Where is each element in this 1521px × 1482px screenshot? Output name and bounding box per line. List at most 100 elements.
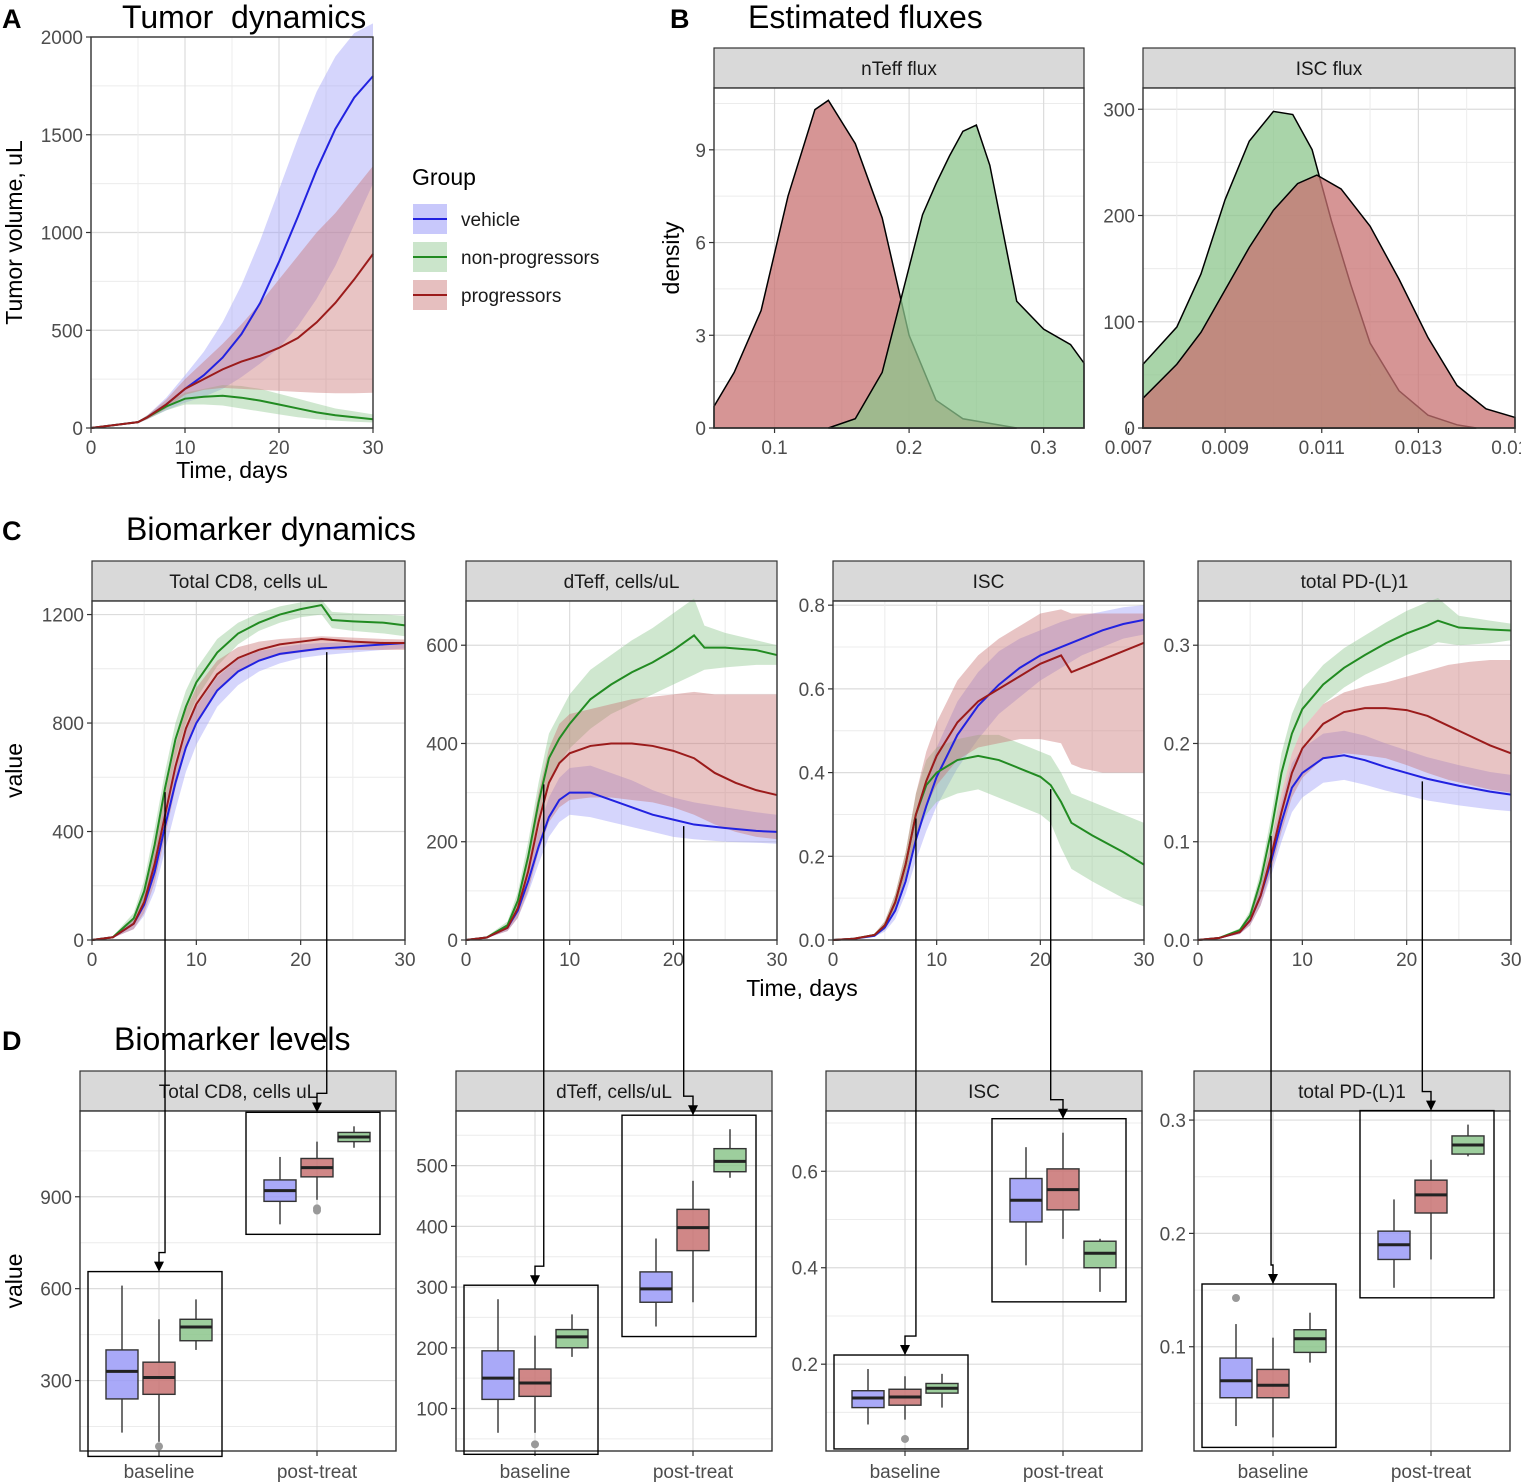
outlier-point	[313, 1204, 321, 1213]
panel-border	[91, 600, 406, 941]
panel-border	[90, 36, 374, 429]
group-outline-baseline	[87, 1270, 223, 1458]
group-outline-baseline	[1201, 1283, 1337, 1449]
y-tick-label: 900	[40, 1188, 72, 1209]
box-progressors	[1046, 1132, 1080, 1239]
group-outline-post-treat	[621, 1114, 757, 1338]
y-tick-label: 300	[40, 1372, 72, 1393]
y-tick-label: 0.1	[1164, 833, 1190, 854]
box-vehicle	[481, 1299, 515, 1433]
x-tick-label: 0	[86, 438, 97, 459]
box-vehicle	[639, 1238, 673, 1327]
x-tick-label: 20	[290, 950, 311, 971]
panel-b-label: B	[670, 4, 690, 34]
ribbon-non_progressors	[91, 384, 373, 428]
y-tick-label: 100	[1103, 313, 1135, 334]
box-vehicle	[1219, 1294, 1253, 1427]
panel-c-x-axis-title: Time, days	[746, 975, 858, 1001]
line-progressors	[1197, 707, 1512, 941]
y-axis-title: Tumor volume, uL	[1, 140, 27, 325]
x-tick-label: 0	[461, 950, 472, 971]
panel-d-label: D	[2, 1026, 22, 1056]
plot-background	[80, 1111, 396, 1451]
group-outline-post-treat	[245, 1111, 381, 1236]
panel-border	[455, 1110, 773, 1452]
ribbon-vehicle	[1198, 730, 1511, 940]
strip-label: Total CD8, cells uL	[159, 1082, 317, 1103]
box-non_progressors	[337, 1126, 371, 1148]
y-tick-label: 0	[1124, 419, 1135, 440]
legend-title: Group	[412, 164, 476, 190]
outlier-point	[901, 1434, 909, 1443]
x-tick-label: 30	[1133, 950, 1154, 971]
box-non_progressors	[1083, 1238, 1117, 1292]
density-progressors	[1142, 174, 1516, 429]
x-tick-label: 10	[926, 950, 947, 971]
x-tick-label: baseline	[870, 1462, 941, 1482]
x-tick-label: post-treat	[277, 1462, 358, 1482]
box-progressors	[518, 1335, 552, 1449]
panel-c3: ISC 0.0 0.2 0.4 0.6 0.8 0 10 20 30	[799, 560, 1155, 971]
group-outline-baseline	[463, 1284, 599, 1456]
box-progressors	[142, 1319, 176, 1451]
panel-border	[1142, 87, 1516, 429]
x-tick-label: 10	[1292, 950, 1313, 971]
line-vehicle	[832, 618, 1145, 941]
panel-border	[713, 87, 1085, 429]
line-non_progressors	[91, 603, 406, 941]
y-tick-label: 0.3	[1160, 1111, 1186, 1132]
group-outline-post-treat	[1359, 1109, 1495, 1299]
box-vehicle	[263, 1156, 297, 1225]
link-arrow	[683, 826, 698, 1116]
y-tick-label: 100	[416, 1400, 448, 1421]
y-tick-label: 0.3	[1164, 636, 1190, 657]
y-tick-label: 600	[426, 636, 458, 657]
box-iqr	[105, 1349, 139, 1400]
x-tick-label: 0.007	[1105, 438, 1153, 459]
y-tick-label: 0.0	[799, 931, 825, 952]
strip-label: Total CD8, cells uL	[169, 572, 327, 593]
x-tick-label: post-treat	[653, 1462, 734, 1482]
y-tick-label: 1000	[41, 224, 83, 245]
y-tick-label: 300	[416, 1278, 448, 1299]
y-tick-label: 300	[1103, 100, 1135, 121]
line-progressors	[465, 742, 778, 941]
plot-background	[1194, 1111, 1510, 1451]
y-tick-label: 0.4	[799, 764, 826, 785]
y-axis-title: density	[658, 221, 684, 294]
box-non_progressors	[1293, 1312, 1327, 1363]
box-iqr	[555, 1328, 589, 1349]
strip-label: total PD-(L)1	[1298, 1082, 1406, 1103]
panel-border	[825, 1110, 1143, 1452]
line-non_progressors	[1197, 619, 1512, 941]
box-iqr	[676, 1208, 710, 1252]
box-vehicle	[1009, 1147, 1043, 1266]
box-iqr	[639, 1271, 673, 1303]
x-tick-label: 30	[394, 950, 415, 971]
y-tick-label: 0.8	[799, 596, 825, 617]
x-tick-label: 0.011	[1299, 438, 1345, 459]
box-non_progressors	[713, 1129, 747, 1178]
panel-border	[1193, 1110, 1511, 1452]
x-tick-label: 20	[1396, 950, 1417, 971]
x-tick-label: 10	[559, 950, 580, 971]
x-tick-label: 20	[268, 438, 289, 459]
group-outline-post-treat	[991, 1118, 1127, 1303]
x-tick-label: 0.015	[1491, 438, 1521, 459]
panel-a-title: Tumor dynamics	[122, 0, 366, 35]
ribbon-progressors	[91, 166, 373, 428]
y-tick-label: 0.6	[799, 680, 825, 701]
box-non_progressors	[555, 1314, 589, 1357]
ribbon-non_progressors	[466, 598, 777, 940]
box-iqr	[179, 1318, 213, 1342]
x-axis-title: Time, days	[176, 457, 288, 483]
panel-c2: dTeff, cells/uL 0 200 400 600 0 10 20 30	[426, 560, 788, 971]
box-non_progressors	[179, 1299, 213, 1350]
legend-entry-progressors: progressors	[461, 286, 561, 307]
y-tick-label: 6	[695, 234, 706, 255]
x-tick-label: 0.013	[1395, 438, 1443, 459]
y-tick-label: 200	[1103, 207, 1135, 228]
panel-b1: nTeff flux 0 3 6 9 0.1 0.2 0.3 density	[658, 47, 1085, 459]
y-tick-label: 0.0	[1164, 931, 1190, 952]
strip-label: total PD-(L)1	[1301, 572, 1409, 593]
